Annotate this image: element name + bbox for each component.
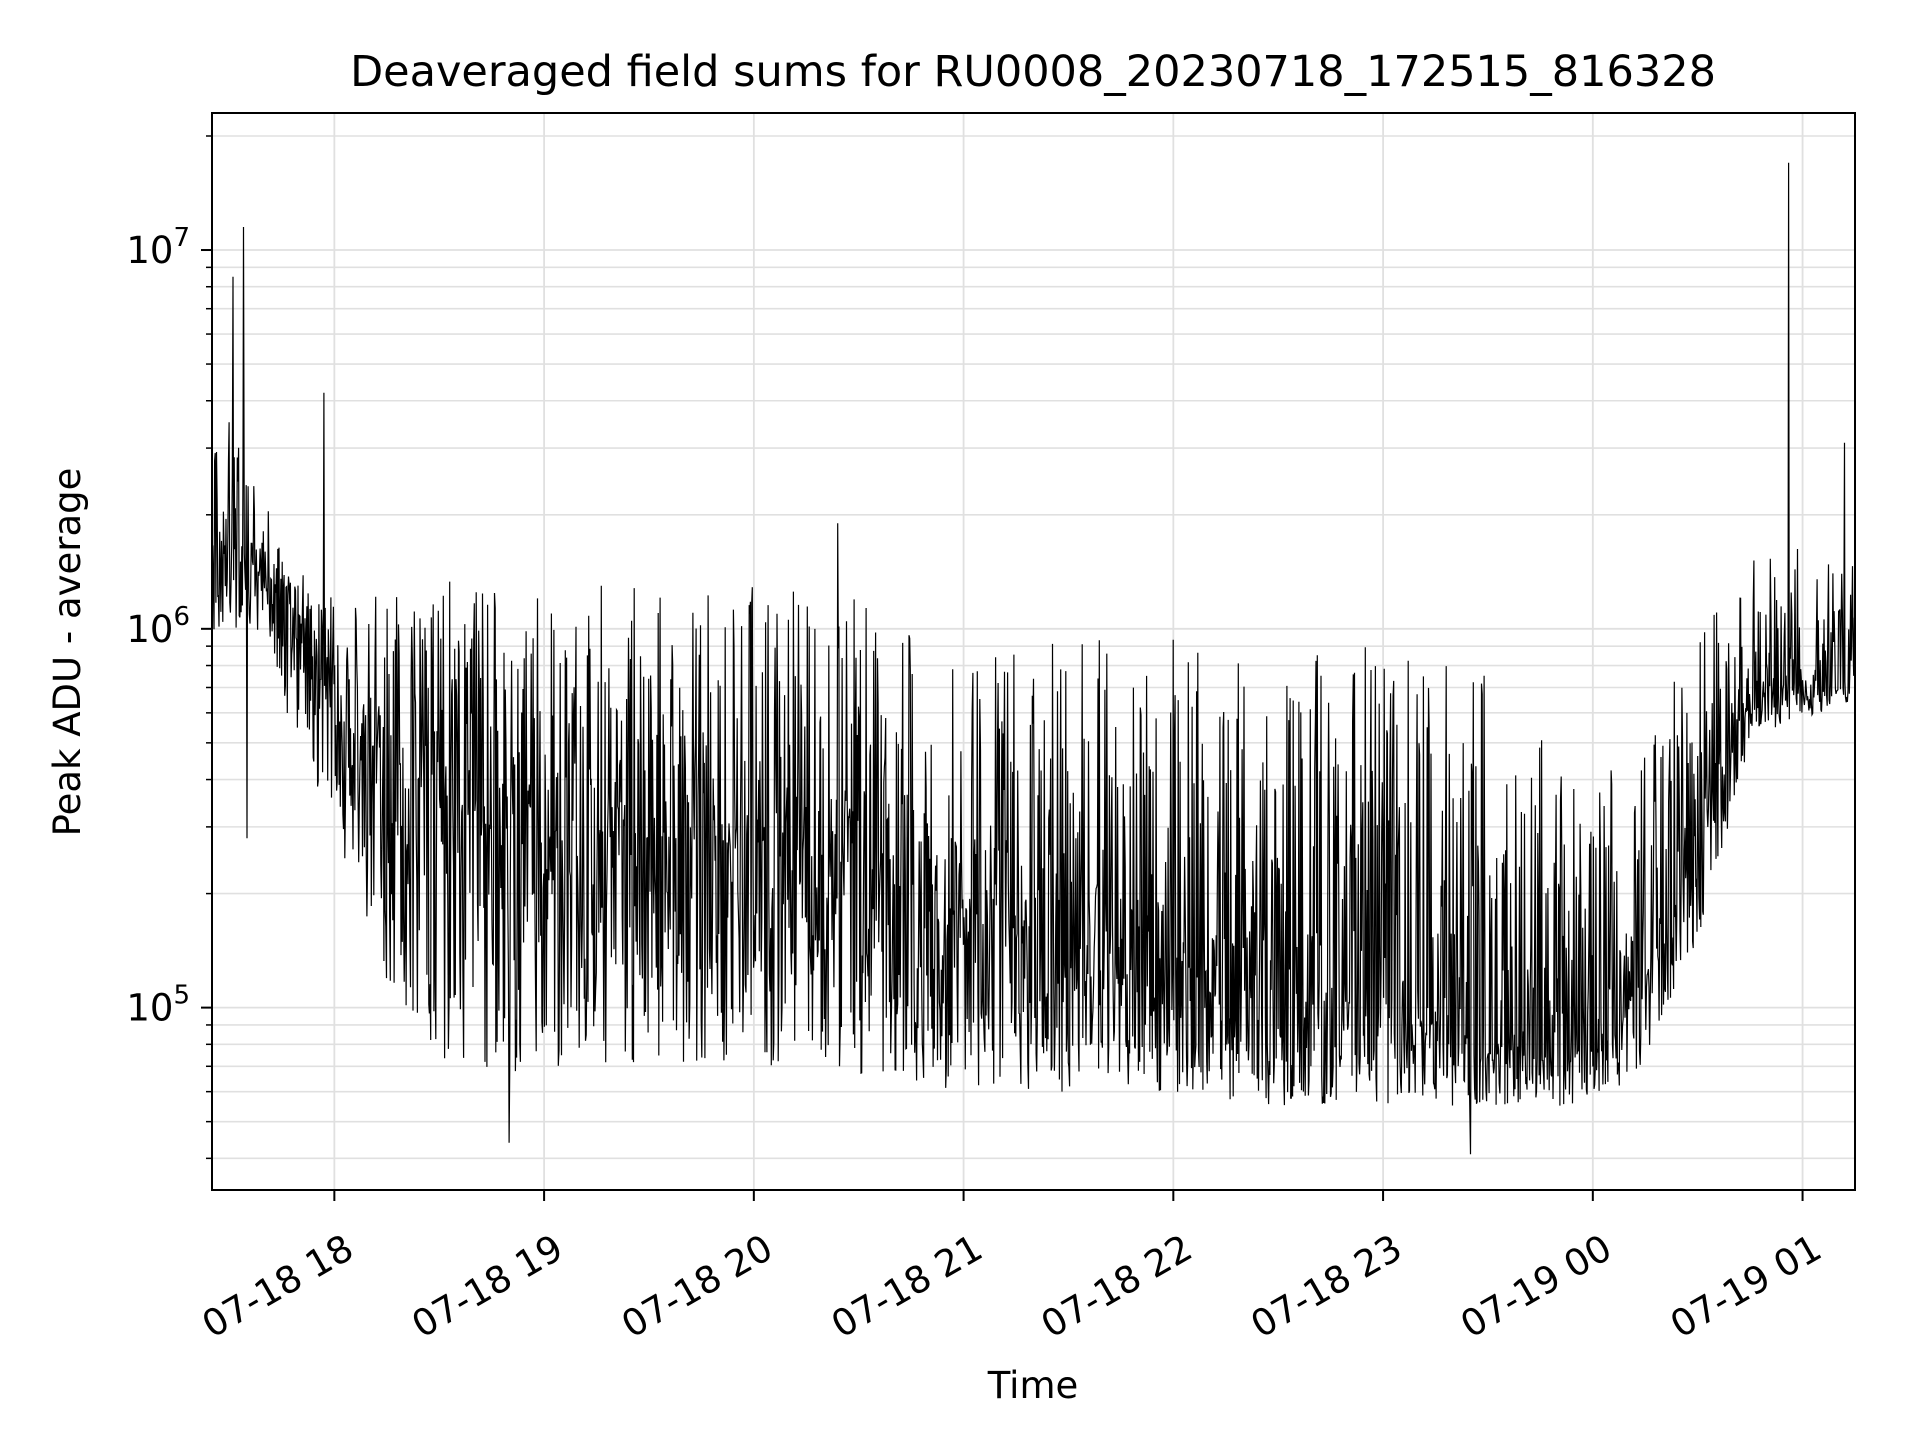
data-series-line xyxy=(212,162,1856,1155)
axes-frame xyxy=(211,112,1856,1191)
y-tick-label: 107 xyxy=(126,223,190,272)
chart-title: Deaveraged field sums for RU0008_2023071… xyxy=(350,47,1716,97)
y-axis-label: Peak ADU - average xyxy=(46,468,89,837)
x-axis-label: Time xyxy=(987,1364,1079,1407)
y-tick-label: 105 xyxy=(126,981,190,1030)
y-tick-label: 106 xyxy=(126,602,190,651)
